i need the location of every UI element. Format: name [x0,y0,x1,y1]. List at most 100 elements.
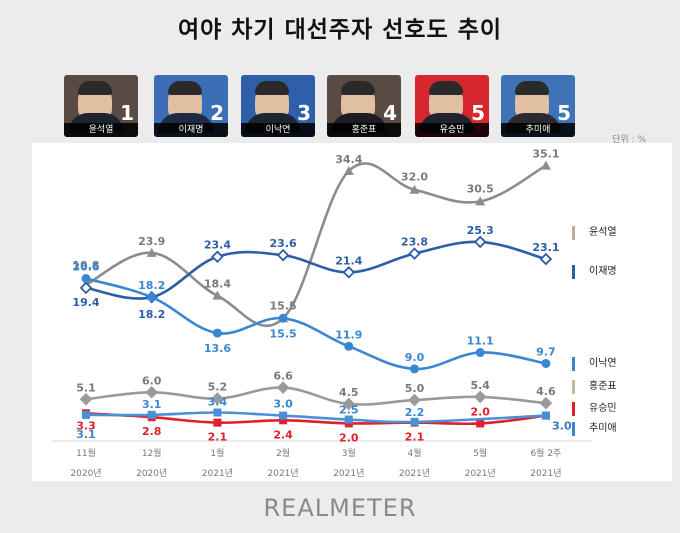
candidate-name: 이낙연 [241,123,315,137]
data-point [409,184,420,194]
data-label: 5.0 [405,382,425,395]
data-label: 3.4 [208,396,228,409]
data-point [540,160,551,170]
legend-swatch [572,402,575,416]
x-tick-year: 2021년 [202,468,233,479]
legend-label: 유승민 [589,403,617,414]
data-label: 3.1 [76,428,96,441]
legend-label: 이낙연 [589,358,617,369]
legend-swatch [572,380,575,394]
data-point [147,292,157,302]
data-point [147,410,156,419]
data-label: 2.0 [339,431,359,444]
legend-swatch [572,357,575,371]
data-label: 5.4 [470,379,490,392]
data-point [473,390,487,404]
data-point [278,313,288,323]
data-label: 19.8 [72,259,99,272]
data-label: 11.1 [467,335,494,348]
candidate-name: 유승민 [415,123,489,137]
x-tick-year: 2020년 [136,468,167,479]
data-label: 23.4 [204,239,231,252]
candidate-name: 홍준표 [327,123,401,137]
legend-label: 추미애 [589,423,617,434]
legend-item: 홍준표 [572,380,672,394]
legend-item: 이재명 [572,265,672,279]
data-point [541,358,551,368]
data-label: 2.1 [405,431,425,444]
candidate-portrait-hair [255,81,289,95]
candidate-rank: 1 [120,101,134,125]
legend-label: 윤석열 [589,227,617,238]
data-label: 23.9 [138,235,165,248]
data-label: 23.1 [532,241,559,254]
data-label: 25.3 [467,224,494,237]
data-label: 30.5 [467,182,494,195]
legend-swatch [572,226,575,240]
data-label: 20.6 [72,261,99,274]
data-label: 19.4 [72,296,99,309]
data-label: 18.4 [204,278,231,291]
legend-item: 윤석열 [572,226,672,240]
candidate-card: 4 홍준표 [327,75,401,137]
candidate-rank: 2 [210,101,224,125]
data-point [79,281,93,295]
candidate-card: 5 유승민 [415,75,489,137]
candidate-portrait-hair [341,81,375,95]
data-point [342,266,356,279]
legend-item: 이낙연 [572,357,672,371]
x-tick-month: 12월 [142,447,162,459]
line-chart: 19.8 23.9 18.4 15.5 34.4 32.0 30.5 35.1 19.4 18.2… [52,148,592,479]
legend-item: 추미애 [572,422,672,436]
data-label: 2.8 [142,425,162,438]
candidate-portrait-hair [78,81,112,95]
data-point [408,393,421,407]
data-point [276,381,290,394]
data-label: 21.4 [335,254,362,267]
data-label: 34.4 [335,153,362,166]
data-label: 32.0 [401,171,428,184]
data-point [279,411,288,420]
data-point [146,247,157,257]
data-label: 3.1 [142,398,162,411]
candidate-card: 2 이재명 [154,75,228,137]
chart-title: 여야 차기 대선주자 선호도 추이 [177,17,503,43]
data-label: 2.4 [273,428,293,441]
data-point [145,385,158,399]
series-line [85,411,547,426]
x-tick-year: 2021년 [333,468,364,479]
data-point [473,235,487,249]
data-label: 3.3 [76,419,96,432]
x-tick-year: 2021년 [465,468,496,479]
data-label: 3.0 [552,420,572,433]
data-label: 18.2 [138,308,165,321]
data-label: 3.0 [552,420,572,433]
x-tick-month: 6월 2주 [530,447,561,459]
legend-swatch [572,422,575,436]
data-label: 23.8 [401,236,428,249]
x-tick-month: 11월 [76,447,96,459]
candidate-rank: 3 [297,101,311,125]
data-label: 3.0 [273,398,293,411]
data-label: 5.1 [76,381,96,394]
data-point [343,166,354,176]
data-point [475,348,485,358]
candidate-card: 1 윤석열 [64,75,138,137]
data-point [408,247,421,260]
candidate-name: 추미애 [501,123,575,137]
candidate-card: 5 추미애 [501,75,575,137]
x-tick-month: 3월 [342,447,356,459]
series-line [85,162,547,327]
data-label: 15.5 [270,299,297,312]
x-tick-year: 2020년 [70,468,101,479]
chart-panel: 19.8 23.9 18.4 15.5 34.4 32.0 30.5 35.1 19.4 18.2… [32,143,672,481]
data-point [344,341,354,351]
candidate-portrait-hair [515,81,549,95]
data-point [410,364,419,374]
data-point [410,417,419,426]
series-line [85,277,547,371]
data-label: 18.2 [138,279,165,292]
x-tick-month: 1월 [210,447,224,459]
candidate-rank: 5 [557,101,571,125]
candidate-name: 윤석열 [64,123,138,137]
